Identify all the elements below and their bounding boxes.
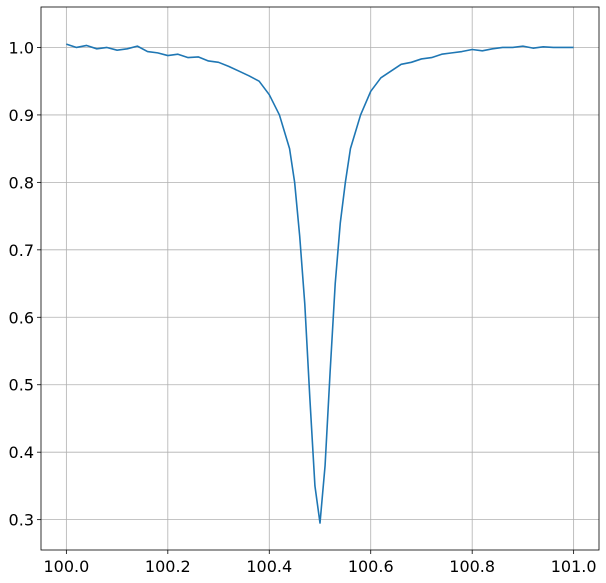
grid <box>41 7 599 550</box>
y-tick-label: 0.9 <box>9 106 34 125</box>
y-tick-label: 0.5 <box>9 376 34 395</box>
x-tick-label: 100.6 <box>348 557 394 576</box>
y-tick-label: 0.4 <box>9 443 34 462</box>
x-tick-label: 100.4 <box>246 557 292 576</box>
x-tick-label: 100.8 <box>449 557 495 576</box>
y-tick-label: 0.7 <box>9 241 34 260</box>
series-line <box>66 43 574 524</box>
y-tick-label: 0.3 <box>9 511 34 530</box>
x-tick-label: 101.0 <box>551 557 597 576</box>
series-layer <box>66 43 574 524</box>
x-tick-label: 100.0 <box>43 557 89 576</box>
y-axis: 0.3 0.4 0.5 0.6 0.7 0.8 0.9 1.0 <box>9 38 41 530</box>
x-axis: 100.0 100.2 100.4 100.6 100.8 101.0 <box>43 550 597 576</box>
y-tick-label: 0.8 <box>9 173 34 192</box>
y-tick-label: 1.0 <box>9 38 34 57</box>
plot-frame <box>40 6 600 551</box>
x-tick-label: 100.2 <box>145 557 191 576</box>
y-tick-label: 0.6 <box>9 308 34 327</box>
